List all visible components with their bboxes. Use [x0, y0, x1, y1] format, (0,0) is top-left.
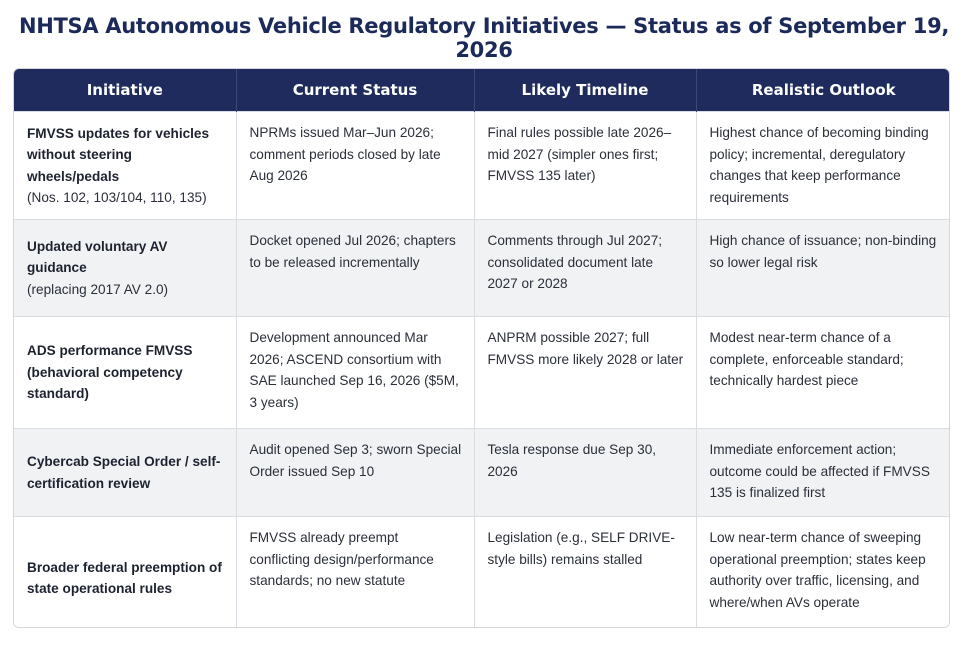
initiative-cell: Updated voluntary AV guidance (replacing…	[14, 219, 237, 317]
status-cell: FMVSS already preempt conflicting design…	[236, 516, 475, 627]
initiative-detail: (Nos. 102, 103/104, 110, 135)	[27, 190, 207, 205]
initiative-name: Broader federal preemption of state oper…	[27, 559, 222, 597]
table-row: Cybercab Special Order / self-certificat…	[14, 428, 949, 517]
initiative-name: ADS performance FMVSS (behavioral compet…	[27, 343, 193, 402]
initiative-cell: ADS performance FMVSS (behavioral compet…	[14, 316, 237, 429]
outlook-cell: Highest chance of becoming binding polic…	[696, 111, 949, 220]
initiative-name: FMVSS updates for vehicles without steer…	[27, 125, 210, 184]
column-header-realistic-outlook: Realistic Outlook	[696, 69, 949, 112]
initiative-cell: Cybercab Special Order / self-certificat…	[14, 428, 237, 517]
status-cell: Audit opened Sep 3; sworn Special Order …	[236, 428, 475, 517]
timeline-cell: Tesla response due Sep 30, 2026	[474, 428, 697, 517]
header-row: Initiative Current Status Likely Timelin…	[14, 69, 949, 112]
timeline-cell: ANPRM possible 2027; full FMVSS more lik…	[474, 316, 697, 429]
initiative-cell: FMVSS updates for vehicles without steer…	[14, 111, 237, 220]
initiative-cell: Broader federal preemption of state oper…	[14, 516, 237, 627]
outlook-cell: Modest near-term chance of a complete, e…	[696, 316, 949, 429]
initiatives-table: Initiative Current Status Likely Timelin…	[13, 68, 950, 628]
table-row: FMVSS updates for vehicles without steer…	[14, 111, 949, 220]
initiative-name: Cybercab Special Order / self-certificat…	[27, 454, 221, 491]
column-header-current-status: Current Status	[236, 69, 475, 112]
outlook-cell: Low near-term chance of sweeping operati…	[696, 516, 949, 627]
column-header-likely-timeline: Likely Timeline	[474, 69, 697, 112]
status-cell: Docket opened Jul 2026; chapters to be r…	[236, 219, 475, 317]
initiatives-grid: Initiative Current Status Likely Timelin…	[14, 69, 949, 627]
status-cell: NPRMs issued Mar–Jun 2026; comment perio…	[236, 111, 475, 220]
page-title: NHTSA Autonomous Vehicle Regulatory Init…	[18, 14, 950, 62]
initiative-name: Updated voluntary AV guidance	[27, 238, 168, 276]
outlook-cell: High chance of issuance; non-binding so …	[696, 219, 949, 317]
outlook-cell: Immediate enforcement action; outcome co…	[696, 428, 949, 517]
table-row: ADS performance FMVSS (behavioral compet…	[14, 316, 949, 429]
timeline-cell: Comments through Jul 2027; consolidated …	[474, 219, 697, 317]
table-row: Updated voluntary AV guidance (replacing…	[14, 219, 949, 317]
table-row: Broader federal preemption of state oper…	[14, 516, 949, 627]
status-cell: Development announced Mar 2026; ASCEND c…	[236, 316, 475, 429]
column-header-initiative: Initiative	[14, 69, 237, 112]
timeline-cell: Legislation (e.g., SELF DRIVE-style bill…	[474, 516, 697, 627]
timeline-cell: Final rules possible late 2026–mid 2027 …	[474, 111, 697, 220]
initiative-detail: (replacing 2017 AV 2.0)	[27, 281, 169, 297]
